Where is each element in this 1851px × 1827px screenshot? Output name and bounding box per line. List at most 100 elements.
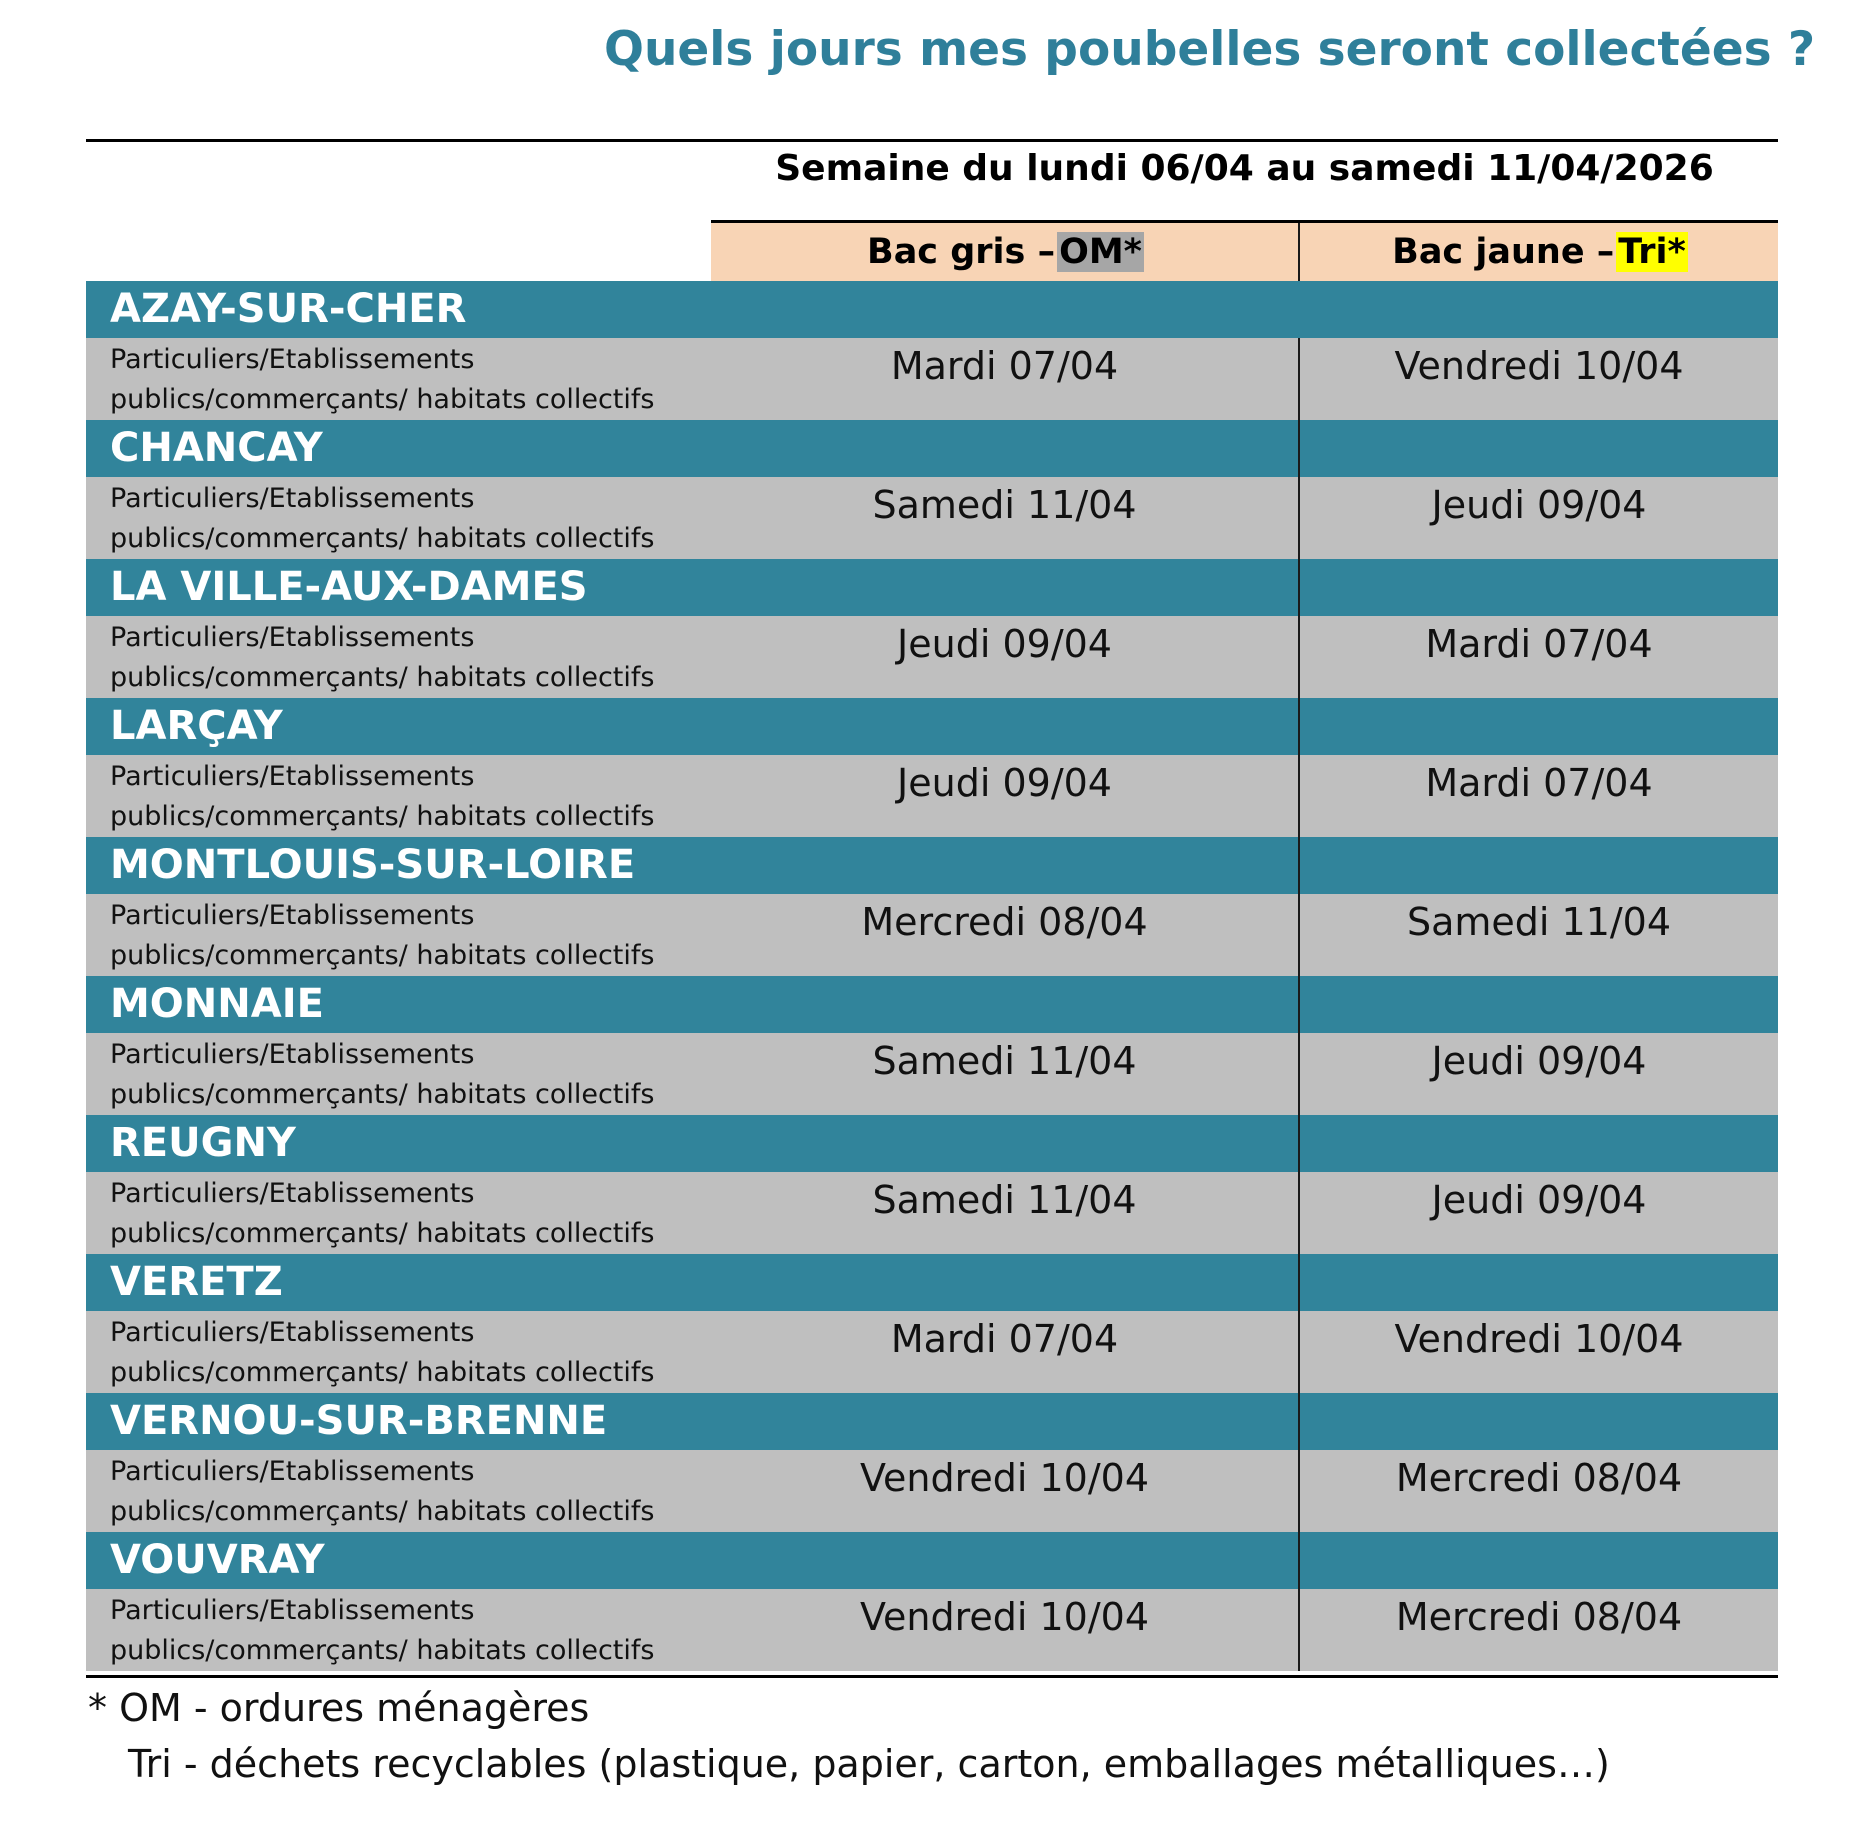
commune-header: CHANCAY bbox=[86, 420, 1778, 477]
column-separator bbox=[1298, 1115, 1300, 1172]
commune-header: LA VILLE-AUX-DAMES bbox=[86, 559, 1778, 616]
column-separator bbox=[1298, 1450, 1300, 1532]
table-row: Particuliers/Etablissements publics/comme… bbox=[86, 1589, 1778, 1671]
row-description-line-2: publics/commerçants/ habitats collectifs bbox=[110, 1635, 655, 1666]
row-description-line-2: publics/commerçants/ habitats collectifs bbox=[110, 523, 655, 554]
commune-name: VOUVRAY bbox=[110, 1537, 325, 1583]
table-row: Particuliers/Etablissements publics/comme… bbox=[86, 338, 1778, 420]
row-description: Particuliers/Etablissements publics/comme… bbox=[110, 618, 654, 698]
row-description-line-1: Particuliers/Etablissements bbox=[110, 761, 475, 792]
column-separator bbox=[1298, 1311, 1300, 1393]
bac-gris-day: Mardi 07/04 bbox=[890, 344, 1119, 388]
bac-jaune-day: Jeudi 09/04 bbox=[1431, 483, 1647, 527]
bac-gris-day: Jeudi 09/04 bbox=[897, 622, 1112, 666]
column-separator bbox=[1298, 755, 1300, 837]
row-description-line-1: Particuliers/Etablissements bbox=[110, 1595, 475, 1626]
commune-name: VERNOU-SUR-BRENNE bbox=[110, 1398, 608, 1444]
bac-jaune-day: Vendredi 10/04 bbox=[1394, 344, 1684, 388]
column-separator bbox=[1298, 1172, 1300, 1254]
row-description-line-1: Particuliers/Etablissements bbox=[110, 1456, 475, 1487]
row-description-line-1: Particuliers/Etablissements bbox=[110, 1039, 475, 1070]
week-range: Semaine du lundi 06/04 au samedi 11/04/2… bbox=[775, 148, 1714, 189]
commune-name: MONTLOUIS-SUR-LOIRE bbox=[110, 842, 636, 888]
row-description-line-2: publics/commerçants/ habitats collectifs bbox=[110, 1496, 655, 1527]
row-description: Particuliers/Etablissements publics/comme… bbox=[110, 1174, 654, 1254]
bac-gris-day: Mercredi 08/04 bbox=[861, 900, 1148, 944]
row-description-line-1: Particuliers/Etablissements bbox=[110, 483, 475, 514]
row-description-line-2: publics/commerçants/ habitats collectifs bbox=[110, 1357, 655, 1388]
header-bac-jaune: Bac jaune – Tri* bbox=[1300, 223, 1778, 281]
row-description: Particuliers/Etablissements publics/comme… bbox=[110, 1452, 654, 1532]
table-row: Particuliers/Etablissements publics/comme… bbox=[86, 1033, 1778, 1115]
bac-gris-day: Samedi 11/04 bbox=[872, 1178, 1137, 1222]
header-bac-gris: Bac gris – OM* bbox=[711, 223, 1298, 281]
bac-jaune-day: Mardi 07/04 bbox=[1425, 622, 1653, 666]
row-description-line-1: Particuliers/Etablissements bbox=[110, 622, 475, 653]
row-description-line-2: publics/commerçants/ habitats collectifs bbox=[110, 1218, 655, 1249]
column-separator bbox=[1298, 477, 1300, 559]
row-description: Particuliers/Etablissements publics/comme… bbox=[110, 340, 654, 420]
commune-header: MONTLOUIS-SUR-LOIRE bbox=[86, 837, 1778, 894]
row-description: Particuliers/Etablissements publics/comme… bbox=[110, 479, 654, 559]
header-tri-tag: Tri* bbox=[1616, 232, 1688, 272]
bac-jaune-day: Samedi 11/04 bbox=[1406, 900, 1672, 944]
commune-header: MONNAIE bbox=[86, 976, 1778, 1033]
top-rule bbox=[86, 139, 1778, 142]
bac-jaune-day: Vendredi 10/04 bbox=[1394, 1317, 1684, 1361]
column-separator bbox=[1298, 837, 1300, 894]
column-separator bbox=[1298, 1589, 1300, 1671]
bac-gris-day: Jeudi 09/04 bbox=[897, 761, 1112, 805]
row-description: Particuliers/Etablissements publics/comme… bbox=[110, 1035, 654, 1115]
commune-name: VERETZ bbox=[110, 1259, 283, 1305]
bac-gris-day: Vendredi 10/04 bbox=[859, 1456, 1150, 1500]
column-separator bbox=[1298, 1033, 1300, 1115]
commune-header: VERETZ bbox=[86, 1254, 1778, 1311]
commune-name: CHANCAY bbox=[110, 425, 323, 471]
bac-jaune-day: Mercredi 08/04 bbox=[1395, 1595, 1683, 1639]
commune-header: LARÇAY bbox=[86, 698, 1778, 755]
row-description-line-1: Particuliers/Etablissements bbox=[110, 1317, 475, 1348]
header-om-tag: OM* bbox=[1057, 232, 1144, 272]
row-description: Particuliers/Etablissements publics/comme… bbox=[110, 1591, 654, 1671]
column-separator bbox=[1298, 338, 1300, 420]
commune-name: LARÇAY bbox=[110, 703, 283, 749]
bac-jaune-day: Mercredi 08/04 bbox=[1395, 1456, 1683, 1500]
commune-header: VERNOU-SUR-BRENNE bbox=[86, 1393, 1778, 1450]
row-description-line-2: publics/commerçants/ habitats collectifs bbox=[110, 662, 655, 693]
table-row: Particuliers/Etablissements publics/comme… bbox=[86, 1311, 1778, 1393]
bac-gris-day: Mardi 07/04 bbox=[890, 1317, 1119, 1361]
commune-name: AZAY-SUR-CHER bbox=[110, 286, 467, 332]
bac-jaune-day: Jeudi 09/04 bbox=[1431, 1039, 1647, 1083]
table-row: Particuliers/Etablissements publics/comme… bbox=[86, 477, 1778, 559]
column-separator bbox=[1298, 698, 1300, 755]
column-separator bbox=[1298, 894, 1300, 976]
commune-header: VOUVRAY bbox=[86, 1532, 1778, 1589]
column-separator bbox=[1298, 1254, 1300, 1311]
header-rule bbox=[711, 220, 1778, 223]
collection-table: AZAY-SUR-CHER Particuliers/Etablissements… bbox=[86, 281, 1778, 1671]
bac-gris-day: Samedi 11/04 bbox=[872, 483, 1137, 527]
header-bac-jaune-label: Bac jaune – bbox=[1392, 232, 1615, 272]
bac-jaune-day: Jeudi 09/04 bbox=[1431, 1178, 1647, 1222]
header-bac-gris-label: Bac gris – bbox=[867, 232, 1056, 272]
bac-gris-day: Vendredi 10/04 bbox=[859, 1595, 1150, 1639]
bac-jaune-day: Mardi 07/04 bbox=[1425, 761, 1653, 805]
table-row: Particuliers/Etablissements publics/comme… bbox=[86, 755, 1778, 837]
commune-name: MONNAIE bbox=[110, 981, 324, 1027]
column-separator bbox=[1298, 616, 1300, 698]
column-separator bbox=[1298, 559, 1300, 616]
row-description-line-1: Particuliers/Etablissements bbox=[110, 900, 475, 931]
column-separator bbox=[1298, 1532, 1300, 1589]
commune-header: REUGNY bbox=[86, 1115, 1778, 1172]
row-description-line-2: publics/commerçants/ habitats collectifs bbox=[110, 1079, 655, 1110]
commune-name: LA VILLE-AUX-DAMES bbox=[110, 564, 588, 610]
row-description-line-1: Particuliers/Etablissements bbox=[110, 1178, 475, 1209]
row-description: Particuliers/Etablissements publics/comme… bbox=[110, 1313, 654, 1393]
commune-name: REUGNY bbox=[110, 1120, 296, 1166]
column-separator bbox=[1298, 976, 1300, 1033]
page-title: Quels jours mes poubelles seront collect… bbox=[604, 22, 1816, 77]
column-separator bbox=[1298, 1393, 1300, 1450]
footnote-om: * OM - ordures ménagères bbox=[88, 1686, 590, 1730]
row-description-line-2: publics/commerçants/ habitats collectifs bbox=[110, 801, 655, 832]
row-description-line-2: publics/commerçants/ habitats collectifs bbox=[110, 940, 655, 971]
